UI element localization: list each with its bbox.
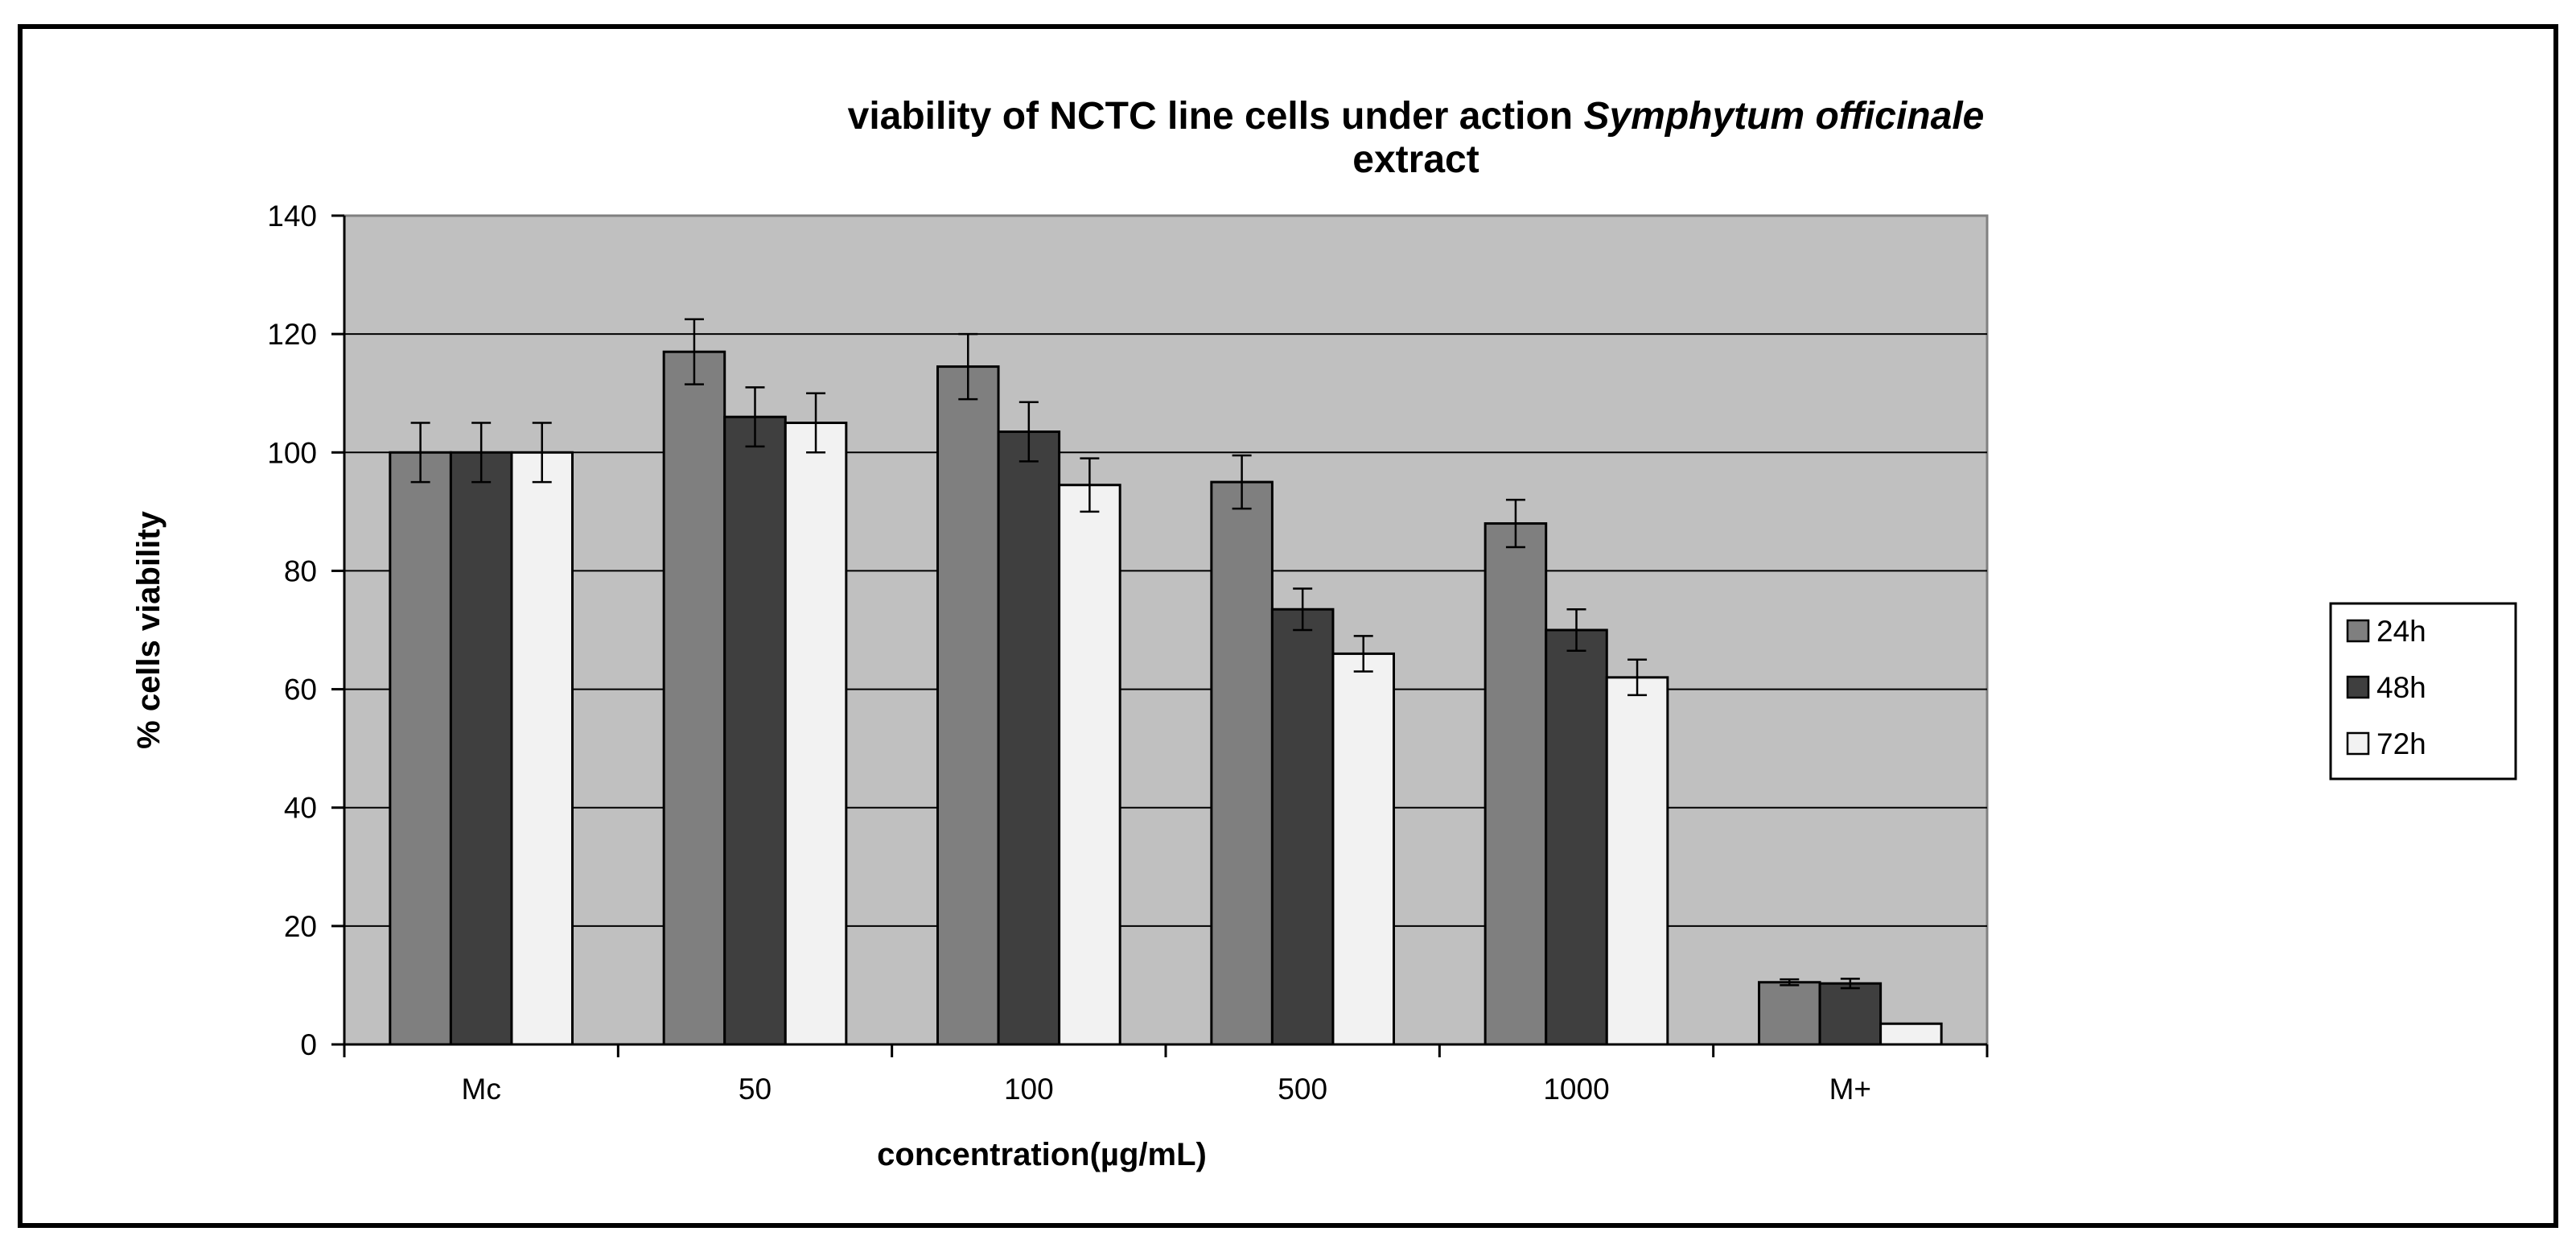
bar-48h-100 [997, 430, 1061, 1046]
x-tick-label: M+ [1829, 1073, 1871, 1106]
y-tick-label: 60 [284, 673, 317, 706]
y-axis-title: % cells viability [131, 510, 167, 748]
x-tick-label: 500 [1278, 1073, 1327, 1106]
legend: 24h 48h 72h [2329, 602, 2517, 781]
bar-72h-500 [1331, 652, 1395, 1046]
legend-label-24h: 24h [2376, 615, 2426, 648]
chart-title-line2: extract [1352, 138, 1479, 181]
x-tick-label: 100 [1004, 1073, 1054, 1106]
chart-title-line1: viability of NCTC line cells under actio… [848, 95, 1985, 138]
y-tick-label: 20 [284, 910, 317, 943]
error-bars [410, 318, 1860, 990]
y-tick-label: 0 [300, 1028, 317, 1061]
bar-48h-500 [1270, 608, 1335, 1046]
gridlines [344, 333, 1987, 927]
legend-swatch-72h [2346, 731, 2370, 756]
bar-24h-1000 [1483, 522, 1548, 1046]
plot-area [343, 214, 1989, 1046]
y-tick-label: 100 [267, 436, 317, 469]
bar-48h-Mc [449, 451, 513, 1046]
bar-48h-M+ [1818, 982, 1883, 1046]
bar-72h-50 [784, 422, 848, 1046]
bar-72h-Mc [510, 451, 574, 1046]
legend-label-48h: 48h [2376, 671, 2426, 704]
bar-72h-M+ [1879, 1022, 1943, 1046]
bar-24h-M+ [1758, 981, 1821, 1046]
chart-title-italic: Symphytum officinale [1583, 95, 1984, 138]
x-tick-label: Mc [462, 1073, 501, 1106]
bar-72h-100 [1058, 484, 1121, 1046]
bar-72h-1000 [1605, 676, 1669, 1046]
legend-swatch-48h [2346, 675, 2370, 699]
bar-24h-100 [936, 365, 1000, 1046]
bar-48h-50 [723, 415, 787, 1046]
bar-24h-500 [1210, 480, 1274, 1046]
y-axis-ticks: 0 20 40 60 80 100 120 140 [267, 200, 344, 1061]
y-tick-label: 80 [284, 554, 317, 587]
y-tick-label: 120 [267, 318, 317, 351]
legend-swatch-24h [2346, 619, 2370, 643]
chart-title-plain: viability of NCTC line cells under actio… [848, 95, 1584, 138]
x-axis-ticks: Mc 50 100 500 1000 M+ [343, 1044, 1989, 1106]
x-tick-label: 1000 [1543, 1073, 1609, 1106]
bar-24h-Mc [389, 451, 452, 1046]
x-axis-title: concentration(µg/mL) [877, 1137, 1207, 1172]
bar-48h-1000 [1545, 628, 1608, 1046]
bar-24h-50 [662, 350, 726, 1046]
legend-label-72h: 72h [2376, 727, 2426, 760]
x-tick-label: 50 [739, 1073, 772, 1106]
y-tick-label: 140 [267, 200, 317, 233]
y-tick-label: 40 [284, 792, 317, 825]
